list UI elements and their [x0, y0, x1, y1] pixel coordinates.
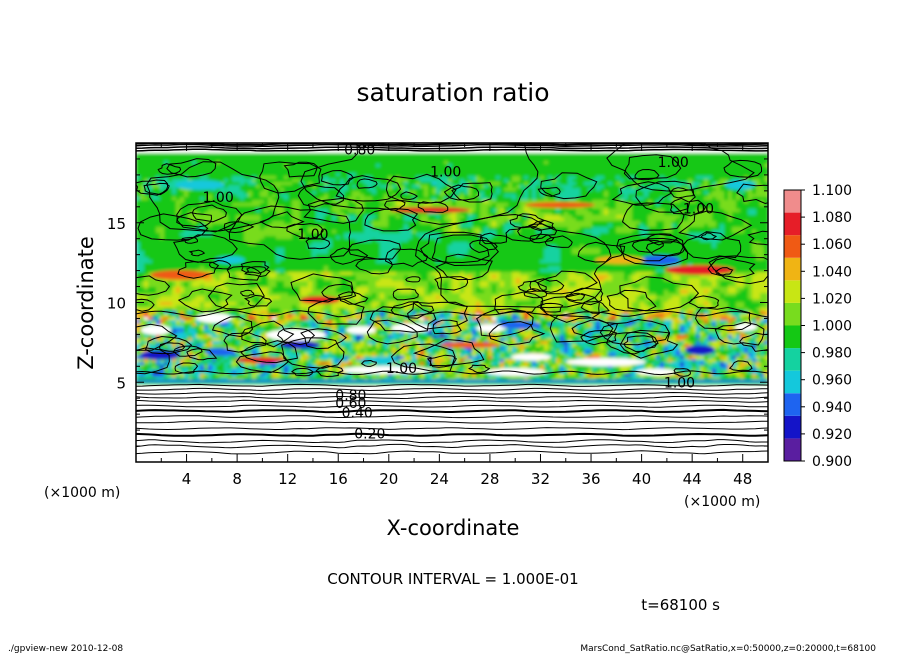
colorbar-tick-label: 0.900 — [812, 454, 852, 470]
x-tick-label: 32 — [531, 470, 550, 488]
z-axis: 5 10 15 — [107, 158, 768, 447]
x-tick-label: 40 — [632, 470, 651, 488]
contour-label: 1.00 — [203, 190, 234, 206]
colorbar-tick-label: 0.920 — [812, 427, 852, 443]
colorbar-swatch — [784, 190, 801, 213]
contour-label: 0.60 — [335, 396, 366, 412]
colorbar-swatch — [784, 302, 801, 326]
colorbar-swatch — [784, 212, 801, 236]
x-tick-label: 44 — [683, 470, 702, 488]
colorbar-tick-label: 1.020 — [812, 291, 852, 307]
contour-label: 1.00 — [664, 375, 695, 391]
colorbar-tick-label: 0.980 — [812, 346, 852, 362]
contour-label: 0.60 — [354, 134, 385, 150]
colorbar-swatch — [784, 348, 801, 371]
contour-label: 0.40 — [342, 406, 373, 422]
colorbar-tick-label: 1.040 — [812, 264, 852, 280]
colorbar-tick-label: 0.940 — [812, 400, 852, 416]
x-tick-label: 24 — [430, 470, 449, 488]
x-unit-label: (×1000 m) — [684, 494, 760, 510]
colorbar-tick-label: 1.080 — [812, 210, 852, 226]
colorbar-swatch — [784, 257, 801, 281]
plot-area: 0.200.400.600.801.001.001.001.001.001.00… — [136, 134, 768, 462]
colorbar-swatch — [784, 370, 801, 394]
contour-label: 1.00 — [658, 155, 689, 171]
contour-label: 0.20 — [354, 426, 385, 442]
contour-label: 1.00 — [683, 201, 714, 217]
colorbar-swatch — [784, 438, 801, 461]
contour-label: 1.00 — [297, 227, 328, 243]
colorbar-tick-label: 1.100 — [812, 183, 852, 199]
x-tick-label: 4 — [182, 470, 192, 488]
z-unit-label: (×1000 m) — [44, 485, 120, 501]
x-tick-label: 12 — [278, 470, 297, 488]
contour-interval: CONTOUR INTERVAL = 1.000E-01 — [327, 570, 578, 588]
x-tick-label: 16 — [329, 470, 348, 488]
time-stamp: t=68100 s — [641, 596, 720, 614]
x-tick-label: 48 — [733, 470, 752, 488]
z-tick-label: 5 — [116, 374, 126, 392]
z-tick-label: 15 — [107, 215, 126, 233]
contour-label: 1.00 — [430, 165, 461, 181]
contour-labels: 0.200.400.600.801.001.001.001.001.001.00… — [203, 134, 714, 442]
contour-label: 1.00 — [386, 361, 417, 377]
x-tick-label: 36 — [581, 470, 600, 488]
colorbar-swatch — [784, 235, 801, 258]
chart-title: saturation ratio — [356, 78, 549, 107]
colorbar: 0.900 0.920 0.940 0.960 0.980 1.000 1.020 1.040… — [783, 183, 852, 470]
colorbar-swatch — [784, 325, 801, 349]
x-tick-label: 28 — [480, 470, 499, 488]
x-axis: 4 8 12 16 20 24 28 32 36 40 44 48 — [160, 143, 752, 488]
contour-label: 0.80 — [335, 388, 366, 404]
footer-left: ./gpview-new 2010-12-08 — [8, 644, 123, 654]
z-tick-label: 10 — [107, 295, 126, 313]
x-tick-label: 20 — [379, 470, 398, 488]
colorbar-swatch — [784, 280, 801, 303]
z-axis-label: Z-coordinate — [74, 236, 98, 370]
colorbar-tick-label: 0.960 — [812, 373, 852, 389]
colorbar-tick-label: 1.060 — [812, 237, 852, 253]
footer-right: MarsCond_SatRatio.nc@SatRatio,x=0:50000,… — [580, 644, 876, 654]
colorbar-swatch — [784, 393, 801, 416]
colorbar-swatch — [784, 415, 801, 439]
colorbar-tick-label: 1.000 — [812, 319, 852, 335]
contour-label: 0.80 — [344, 142, 375, 158]
x-tick-label: 8 — [232, 470, 242, 488]
x-axis-label: X-coordinate — [387, 516, 520, 540]
